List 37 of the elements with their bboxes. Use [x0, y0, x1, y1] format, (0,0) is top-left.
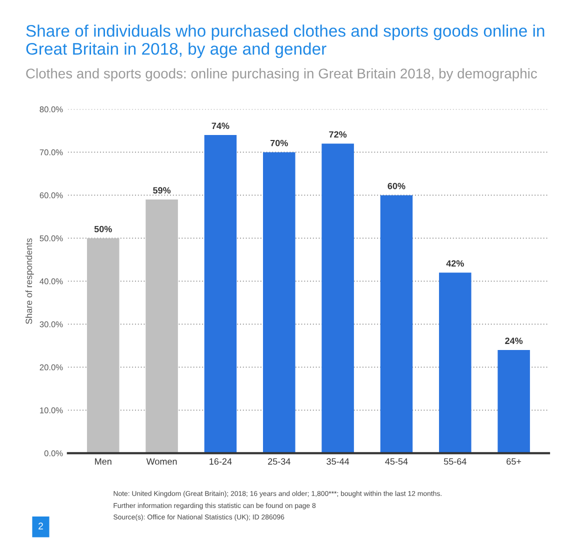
- y-tick-label: 70.0%: [40, 149, 63, 156]
- bar: [204, 135, 237, 454]
- bar: [380, 195, 413, 454]
- x-tick-label: 16-24: [210, 458, 232, 465]
- y-tick-label: 40.0%: [40, 278, 63, 284]
- data-label: 24%: [505, 338, 523, 344]
- data-label: 50%: [94, 226, 112, 232]
- text: 2: [38, 522, 43, 530]
- bar: [86, 238, 120, 454]
- x-tick-label: 55-64: [444, 458, 466, 465]
- data-label: 59%: [153, 187, 171, 194]
- data-label: 42%: [446, 260, 464, 267]
- y-tick-label: 0.0%: [44, 450, 63, 456]
- y-axis-title: Share of respondents: [25, 238, 34, 324]
- x-tick-label: 35-44: [326, 458, 350, 465]
- y-tick-label: 50.0%: [40, 235, 63, 242]
- y-tick-label: 30.0%: [40, 321, 63, 328]
- x-tick-label: Women: [146, 458, 177, 465]
- y-tick-label: 20.0%: [40, 364, 63, 370]
- x-tick-label: 25-34: [268, 458, 290, 465]
- x-tick-label: 45-54: [385, 458, 408, 465]
- data-label: 70%: [270, 140, 288, 146]
- bar: [498, 350, 530, 454]
- data-label: 60%: [388, 182, 406, 190]
- chart-subtitle: Clothes and sports goods: online purchasing in Great Britain 2018, by demographic: [26, 68, 537, 82]
- y-tick-label: 80.0%: [40, 106, 63, 112]
- x-tick-label: 65+: [506, 458, 522, 465]
- x-tick-label: Men: [95, 458, 112, 465]
- y-tick-label: 10.0%: [40, 407, 63, 414]
- data-label: 74%: [212, 122, 230, 130]
- y-tick-label: 60.0%: [40, 192, 63, 198]
- bar: [322, 144, 354, 454]
- bar: [146, 199, 178, 454]
- data-label: 72%: [329, 131, 347, 138]
- bar: [263, 152, 296, 454]
- bar: [439, 272, 472, 454]
- chart-title: Share of individuals who purchased clothes and sports goods online in Great Britain in 2018, by age and gender: [26, 24, 544, 58]
